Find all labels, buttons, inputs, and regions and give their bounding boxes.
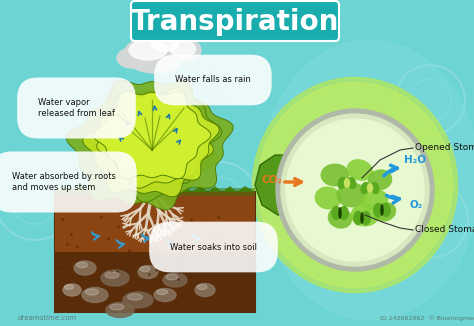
Ellipse shape (371, 182, 379, 194)
Ellipse shape (328, 208, 352, 228)
Ellipse shape (374, 203, 383, 217)
Ellipse shape (315, 187, 341, 209)
Ellipse shape (85, 289, 99, 295)
Ellipse shape (321, 164, 349, 186)
Ellipse shape (74, 261, 96, 275)
Ellipse shape (348, 177, 356, 189)
Ellipse shape (151, 35, 179, 52)
Ellipse shape (361, 213, 363, 223)
Text: Transpiration: Transpiration (131, 8, 339, 36)
Ellipse shape (381, 205, 383, 215)
Text: Opened Stomata: Opened Stomata (415, 143, 474, 153)
Ellipse shape (64, 285, 73, 289)
Ellipse shape (331, 206, 340, 220)
Ellipse shape (130, 51, 180, 73)
Bar (55, 240, 255, 312)
Text: H₂O: H₂O (404, 155, 426, 165)
Ellipse shape (117, 48, 147, 68)
Ellipse shape (286, 119, 424, 261)
Ellipse shape (374, 203, 396, 221)
Ellipse shape (362, 211, 371, 225)
Text: CO₂: CO₂ (262, 175, 283, 185)
Ellipse shape (253, 78, 457, 292)
Polygon shape (82, 93, 213, 197)
Ellipse shape (76, 262, 88, 268)
Ellipse shape (195, 284, 215, 297)
Ellipse shape (362, 190, 388, 210)
Ellipse shape (339, 206, 348, 220)
Text: Water vapor
released from leaf: Water vapor released from leaf (38, 98, 115, 118)
Ellipse shape (150, 32, 186, 56)
Ellipse shape (138, 265, 158, 278)
Text: dreamstime.com: dreamstime.com (18, 315, 78, 321)
Polygon shape (97, 88, 219, 188)
Ellipse shape (129, 40, 167, 60)
Text: Water soaks into soil: Water soaks into soil (170, 243, 257, 251)
Ellipse shape (382, 203, 391, 217)
Text: O₂: O₂ (410, 200, 423, 210)
Text: Closed Stomata: Closed Stomata (415, 226, 474, 234)
Ellipse shape (110, 304, 124, 310)
Ellipse shape (260, 40, 474, 320)
Ellipse shape (169, 39, 201, 61)
Polygon shape (82, 80, 222, 184)
Ellipse shape (361, 182, 369, 194)
Ellipse shape (338, 177, 346, 189)
Ellipse shape (354, 211, 363, 225)
Ellipse shape (101, 270, 129, 286)
Ellipse shape (345, 179, 349, 187)
Ellipse shape (276, 109, 434, 271)
Ellipse shape (171, 40, 195, 57)
Ellipse shape (123, 292, 153, 308)
Ellipse shape (281, 114, 429, 266)
Ellipse shape (368, 170, 392, 190)
Ellipse shape (82, 288, 108, 303)
FancyBboxPatch shape (131, 1, 339, 41)
Polygon shape (372, 148, 428, 218)
Text: ID 242662962  © Blueringmedia: ID 242662962 © Blueringmedia (380, 315, 474, 321)
Polygon shape (255, 155, 315, 215)
Polygon shape (93, 91, 211, 179)
Ellipse shape (125, 38, 171, 66)
Ellipse shape (337, 183, 367, 207)
Ellipse shape (128, 294, 143, 300)
Ellipse shape (63, 284, 81, 296)
Polygon shape (91, 82, 233, 202)
Ellipse shape (347, 160, 373, 180)
Polygon shape (55, 184, 255, 192)
Text: Water falls as rain: Water falls as rain (175, 76, 251, 84)
Text: Water absorbed by roots
and moves up stem: Water absorbed by roots and moves up ste… (12, 172, 116, 192)
Ellipse shape (197, 284, 207, 289)
Ellipse shape (351, 204, 379, 226)
Ellipse shape (339, 208, 341, 218)
Polygon shape (66, 86, 218, 210)
Bar (55, 192, 255, 252)
Ellipse shape (166, 274, 178, 280)
Ellipse shape (367, 184, 373, 192)
Bar (55, 188, 255, 196)
Ellipse shape (140, 266, 150, 272)
Ellipse shape (163, 273, 187, 287)
Ellipse shape (154, 289, 176, 302)
Ellipse shape (257, 82, 453, 288)
Ellipse shape (156, 289, 167, 295)
Bar (55, 192, 255, 312)
Ellipse shape (105, 272, 119, 278)
Ellipse shape (106, 303, 134, 318)
